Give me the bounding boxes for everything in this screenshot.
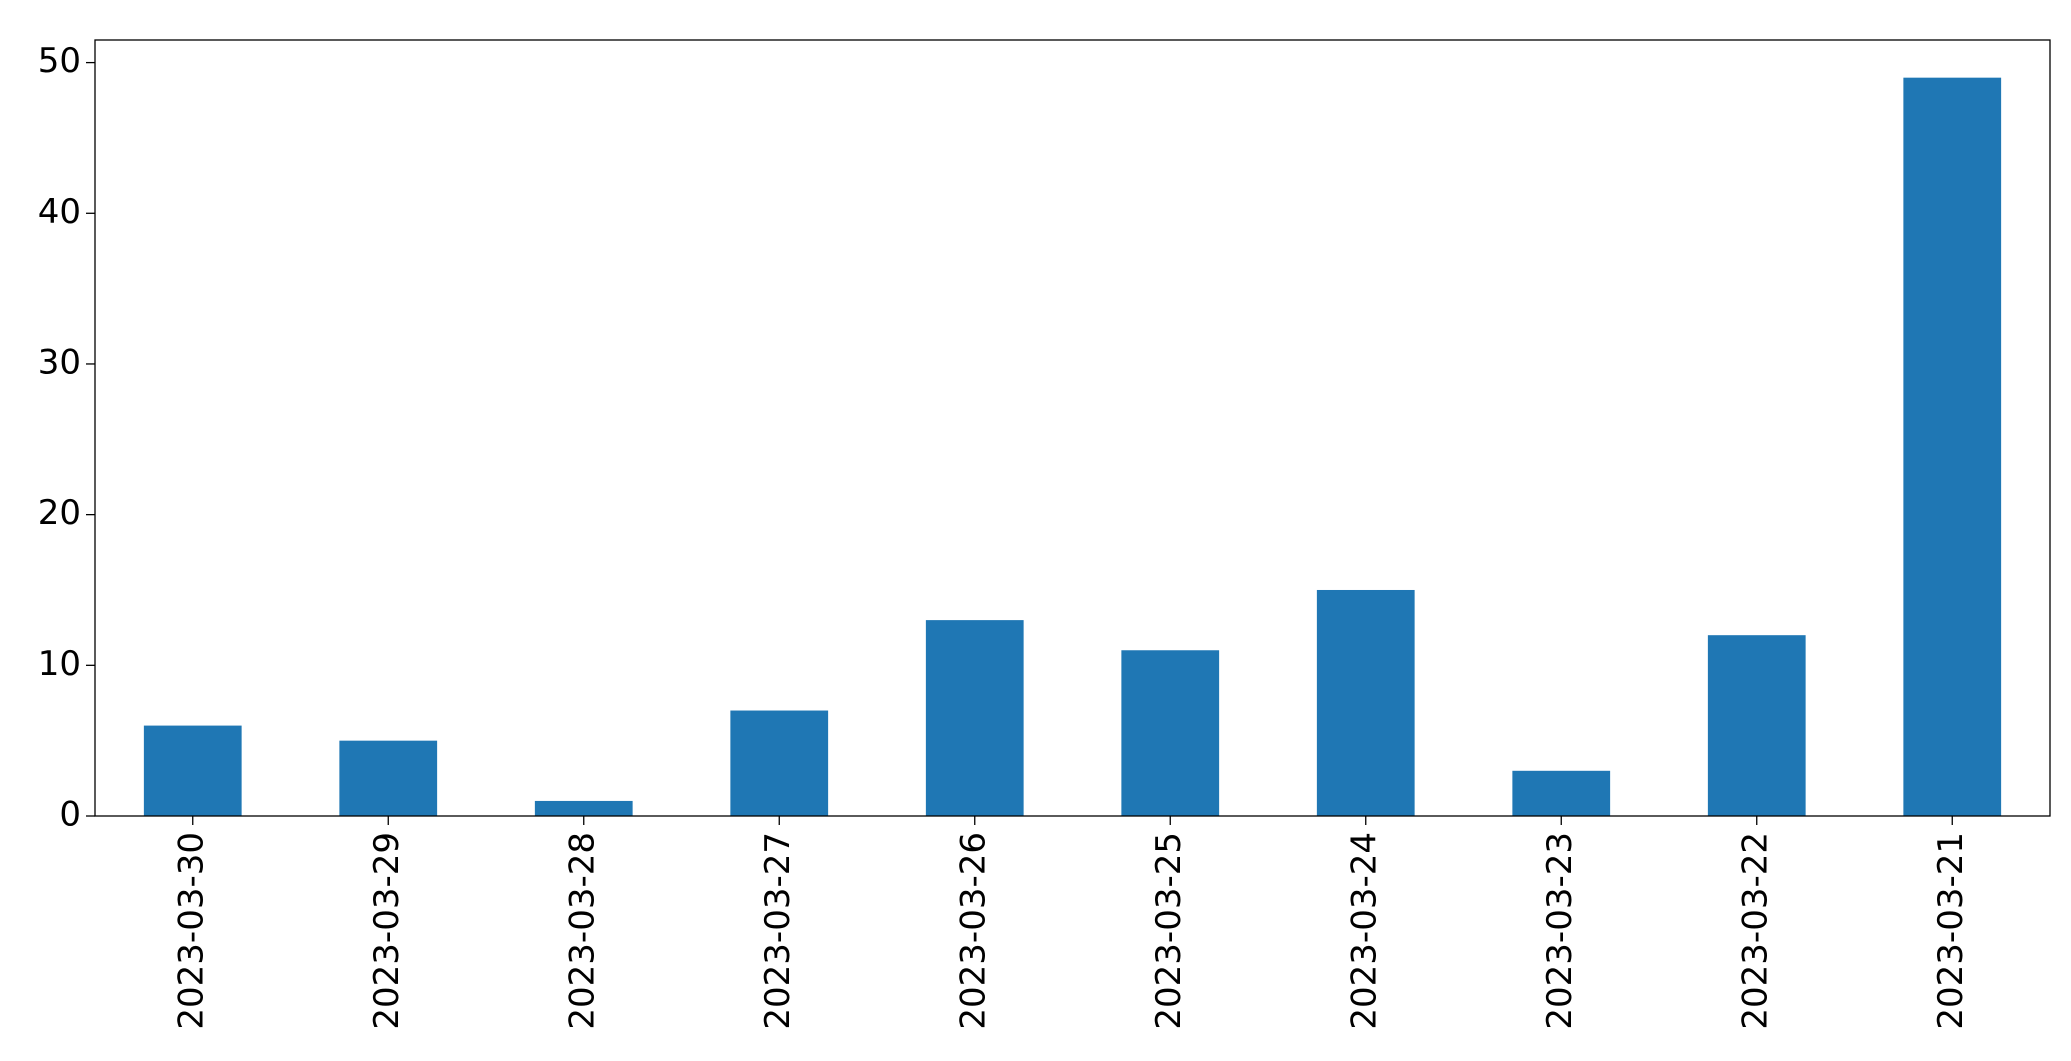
x-tick-label: 2023-03-23 bbox=[1540, 832, 1580, 1030]
y-tick-label: 30 bbox=[38, 342, 81, 382]
bar bbox=[925, 620, 1024, 816]
y-tick-label: 40 bbox=[38, 192, 81, 232]
y-tick-label: 10 bbox=[38, 644, 81, 684]
bar bbox=[1512, 770, 1611, 816]
bar bbox=[1903, 77, 2002, 816]
x-tick-label: 2023-03-21 bbox=[1931, 832, 1971, 1030]
x-tick-label: 2023-03-29 bbox=[367, 832, 407, 1030]
x-tick-label: 2023-03-22 bbox=[1735, 832, 1775, 1030]
bar bbox=[1121, 650, 1220, 816]
x-tick-label: 2023-03-26 bbox=[953, 832, 993, 1030]
bar bbox=[1707, 635, 1806, 816]
y-tick-label: 0 bbox=[59, 795, 81, 835]
y-tick-label: 50 bbox=[38, 41, 81, 81]
bar bbox=[143, 725, 242, 816]
y-tick-label: 20 bbox=[38, 493, 81, 533]
bar bbox=[1316, 589, 1415, 816]
plot-frame bbox=[94, 39, 2051, 817]
x-tick-label: 2023-03-28 bbox=[562, 832, 602, 1030]
bar bbox=[730, 710, 829, 816]
x-tick-label: 2023-03-27 bbox=[758, 832, 798, 1030]
x-tick-label: 2023-03-25 bbox=[1149, 832, 1189, 1030]
x-tick-label: 2023-03-30 bbox=[171, 832, 211, 1030]
bar bbox=[534, 800, 633, 816]
bar bbox=[339, 740, 438, 816]
x-tick-label: 2023-03-24 bbox=[1344, 832, 1384, 1030]
